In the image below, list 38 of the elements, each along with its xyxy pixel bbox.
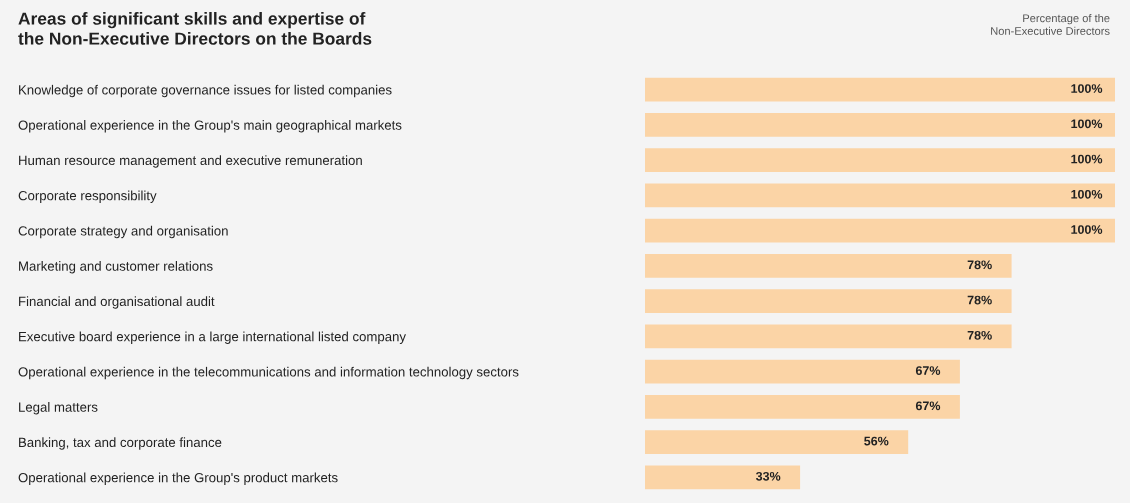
data-label: 67% — [915, 401, 941, 411]
bar — [645, 77, 1115, 102]
y-tick-label: Financial and organisational audit — [19, 296, 215, 309]
data-label: 67% — [915, 366, 941, 375]
y-tick-label: Operational experience in the Group's product markets — [18, 472, 338, 485]
data-label: 100% — [1071, 154, 1103, 164]
data-label: 100% — [1071, 119, 1103, 129]
bar — [645, 183, 1115, 208]
y-tick-label: Operational experience in the telecommunications and information technology sectors — [18, 366, 519, 380]
y-tick-label: Knowledge of corporate governance issues for listed companies — [19, 84, 392, 98]
bar — [645, 430, 909, 455]
y-tick-label: Banking, tax and corporate finance — [19, 437, 222, 450]
data-label: 100% — [1071, 84, 1103, 93]
y-tick-label: Legal matters — [19, 402, 98, 415]
data-label: 100% — [1071, 225, 1103, 234]
y-tick-label: Marketing and customer relations — [19, 261, 213, 274]
bar — [645, 289, 1012, 314]
data-label: 56% — [864, 436, 889, 446]
bar — [645, 112, 1115, 137]
bar — [645, 359, 960, 384]
data-label: 33% — [755, 471, 781, 481]
y-tick-label: Corporate responsibility — [18, 190, 157, 203]
bar — [645, 394, 960, 419]
text: Areas of significant skills and expertise of the Non-Executive Directors on the Boards — [18, 12, 372, 45]
bar — [645, 218, 1115, 243]
data-label: 78% — [967, 260, 992, 270]
y-tick-label: Human resource management and executive remuneration — [19, 155, 362, 168]
bar — [645, 148, 1115, 173]
data-label: 100% — [1071, 189, 1103, 199]
y-tick-label: Executive board experience in a large international listed company — [19, 331, 406, 344]
text: Percentage of the Non-Executive Directors — [991, 14, 1110, 35]
data-label: 78% — [967, 330, 992, 340]
bar — [645, 465, 801, 490]
y-tick-label: Operational experience in the Group's main geographical markets — [18, 120, 402, 133]
bar — [645, 253, 1012, 278]
data-label: 78% — [967, 295, 992, 305]
y-tick-label: Corporate strategy and organisation — [18, 225, 228, 239]
bar — [645, 324, 1012, 349]
